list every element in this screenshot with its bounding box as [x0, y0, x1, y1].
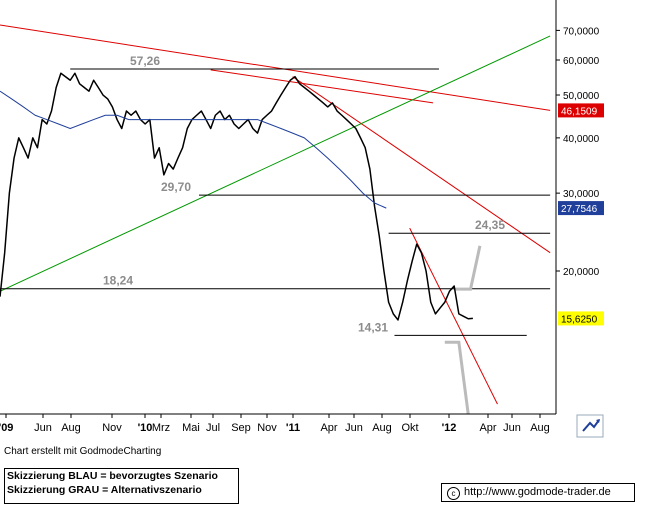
trendline-0 — [0, 24, 551, 111]
x-tick-label-5: Mrz — [152, 422, 170, 434]
series-line-1 — [0, 90, 387, 209]
x-tick-label-0: '09 — [0, 422, 13, 434]
price-label-2: 15,6250 — [561, 314, 598, 325]
x-tick-label-6: Mai — [182, 422, 200, 434]
series-line-0 — [0, 72, 473, 321]
y-tick-label-5: 20,0000 — [563, 267, 600, 278]
chart-tool-icon[interactable] — [576, 414, 604, 438]
x-tick-label-8: Sep — [231, 422, 251, 434]
plot-area: 57,26 29,70 24,35 18,24 14,31 — [0, 24, 551, 415]
chart-credit: Chart erstellt mit GodmodeCharting — [4, 446, 162, 457]
x-tick-label-13: Aug — [372, 422, 392, 434]
trendline-3 — [409, 227, 498, 405]
trendline-4 — [0, 35, 551, 292]
trendline-2 — [292, 76, 551, 254]
x-tick-label-4: '10 — [138, 422, 153, 434]
y-tick-label-1: 60,0000 — [563, 56, 600, 67]
x-tick-label-10: '11 — [286, 422, 300, 434]
trendline-1 — [210, 69, 434, 104]
y-tick-label-3: 40,0000 — [563, 134, 600, 145]
x-tick-label-3: Nov — [102, 422, 122, 434]
price-label-0: 46,1509 — [561, 106, 598, 117]
x-tick-label-2: Aug — [61, 422, 81, 434]
price-label-box-2 — [558, 311, 604, 326]
price-label-box-0 — [558, 103, 604, 118]
x-tick-label-15: '12 — [442, 422, 457, 434]
y-tick-label-0: 70,0000 — [563, 26, 600, 37]
x-axis: '09 Jun Aug Nov '10 Mrz Mai Jul Sep Nov '11 Apr Jun A… — [0, 414, 550, 434]
y-tick-label-2: 50,0000 — [563, 91, 600, 102]
legend-gray-scenario: Skizzierung GRAU = Alternativszenario — [7, 484, 202, 496]
x-tick-label-9: Nov — [257, 422, 277, 434]
legend-blue-scenario: Skizzierung BLAU = bevorzugtes Szenario — [7, 470, 218, 482]
level-label-0: 57,26 — [130, 54, 160, 68]
source-url[interactable]: http://www.godmode-trader.de — [464, 486, 611, 498]
level-label-4: 14,31 — [358, 320, 388, 334]
x-tick-label-1: Jun — [34, 422, 52, 434]
level-label-2: 24,35 — [475, 218, 505, 232]
x-tick-label-14: Okt — [401, 422, 418, 434]
x-tick-label-16: Apr — [479, 422, 496, 434]
copyright-icon: c — [447, 487, 460, 500]
price-label-1: 27,7546 — [561, 204, 598, 215]
source-link[interactable]: c http://www.godmode-trader.de — [441, 483, 635, 502]
x-tick-label-18: Aug — [530, 422, 550, 434]
x-tick-label-17: Jun — [503, 422, 521, 434]
y-axis: 70,0000 60,0000 50,0000 40,0000 30,0000 20,00… — [556, 26, 604, 326]
level-label-1: 29,70 — [161, 180, 191, 194]
scenario-legend: Skizzierung BLAU = bevorzugtes Szenario … — [4, 468, 239, 504]
price-label-box-1 — [558, 201, 604, 216]
scenario-gray-0 — [455, 245, 482, 291]
x-tick-label-7: Jul — [206, 422, 220, 434]
y-tick-label-4: 30,0000 — [563, 189, 600, 200]
scenario-gray-1 — [444, 340, 470, 415]
x-tick-label-11: Apr — [320, 422, 337, 434]
level-label-3: 18,24 — [103, 274, 133, 288]
price-chart: 57,26 29,70 24,35 18,24 14,31 70,0000 60,0000… — [0, 0, 604, 438]
x-tick-label-12: Jun — [345, 422, 363, 434]
